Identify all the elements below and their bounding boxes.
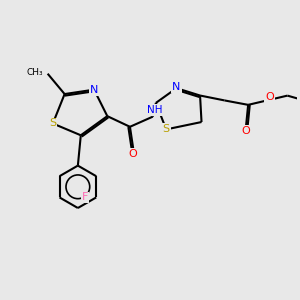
Text: S: S [49, 118, 56, 128]
Text: O: O [265, 92, 274, 102]
Text: CH₃: CH₃ [27, 68, 43, 77]
Text: N: N [90, 85, 98, 94]
Text: S: S [163, 124, 170, 134]
Text: O: O [242, 126, 250, 136]
Text: NH: NH [146, 105, 162, 115]
Text: F: F [82, 192, 88, 203]
Text: O: O [129, 149, 138, 159]
Text: N: N [172, 82, 181, 92]
